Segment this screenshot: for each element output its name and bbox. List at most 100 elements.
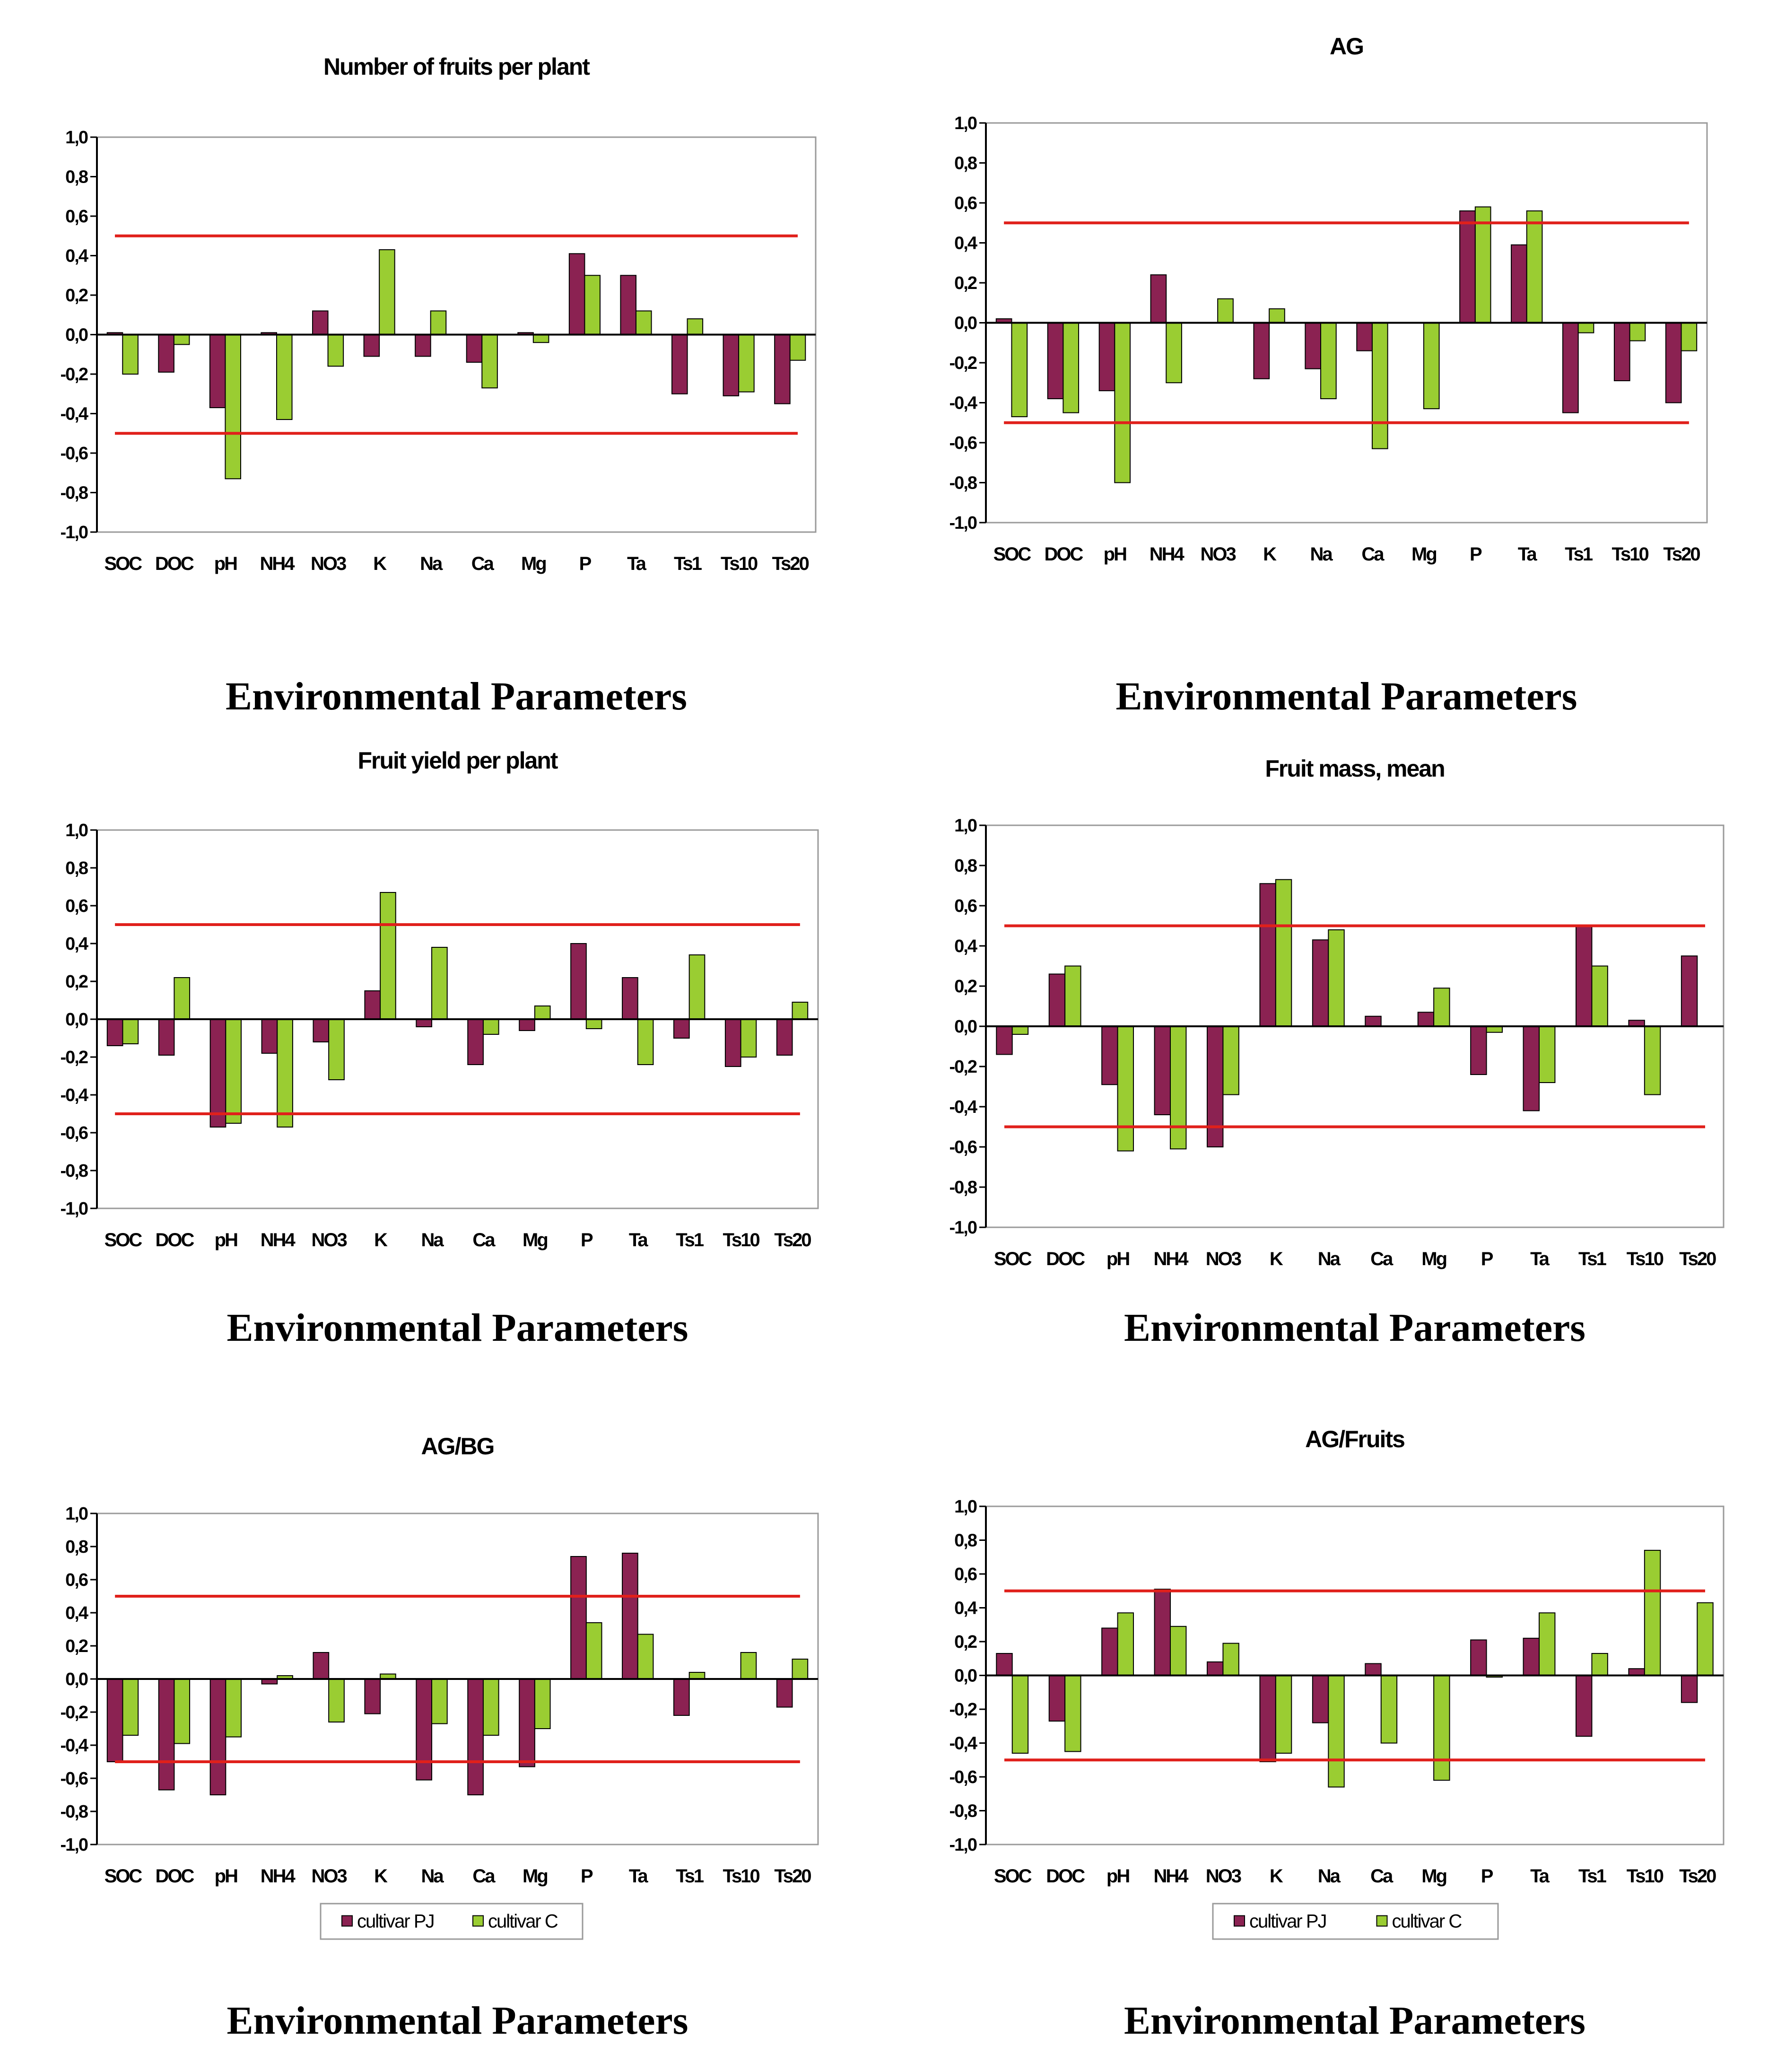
x-tick-label: Ts1 [674,553,702,574]
bar-pj-ts20 [776,1679,793,1708]
x-tick-label: Ts20 [1679,1866,1716,1887]
bar-c-k [379,249,395,335]
bar-c-soc [1011,1675,1029,1754]
bar-pj-nh4 [261,1019,278,1054]
bar-c-na [1320,322,1337,400]
bar-pj-ts10 [724,1019,741,1067]
bar-pj-ph [1098,322,1115,392]
x-tick-label: DOC [1044,544,1083,565]
x-axis-caption: Environmental Parameters [1124,1999,1585,2043]
bar-pj-nh4 [1150,274,1167,323]
bar-c-k [1269,308,1285,323]
bar-c-nh4 [1166,322,1182,384]
bar-c-ph [225,334,241,480]
bar-c-ph [1117,1612,1134,1676]
x-tick-label: NO3 [311,553,346,574]
bar-c-ca [1371,322,1388,449]
bar-pj-nh4 [1154,1026,1171,1115]
bar-pj-nh4 [1154,1589,1171,1676]
bar-c-ta [1539,1612,1556,1676]
bar-pj-p [1470,1026,1487,1075]
bar-pj-ts1 [1576,925,1593,1027]
y-tick-label: 0,4 [954,1599,977,1618]
bar-pj-na [1312,939,1329,1027]
x-tick-label: Mg [523,1866,547,1887]
x-tick-label: K [373,553,387,574]
y-tick-label: -0,8 [949,1801,977,1821]
bar-pj-ta [1523,1026,1540,1111]
y-tick-label: -0,4 [949,1097,977,1117]
bar-pj-no3 [1207,1661,1224,1676]
y-tick-label: 0,0 [65,325,88,345]
bar-pj-p [1470,1639,1487,1676]
x-tick-label: Ta [627,553,646,574]
x-tick-label: Mg [1411,544,1436,565]
x-tick-label: Ts1 [1565,544,1593,565]
legend-label-c: cultivar C [1392,1911,1462,1932]
y-tick-label: -0,2 [61,1048,88,1067]
bar-pj-ca [1365,1015,1382,1027]
bar-c-ta [636,310,652,335]
bar-pj-k [1259,1675,1276,1762]
y-tick-label: 0,6 [954,1565,977,1584]
bar-c-ts10 [740,1652,757,1679]
x-tick-label: Ts1 [676,1866,704,1887]
legend: cultivar PJ cultivar C [1212,1903,1499,1940]
y-tick-label: -0,4 [949,1734,977,1754]
y-tick-label: -0,6 [61,444,88,463]
y-tick-label: 0,4 [65,934,88,954]
bar-pj-no3 [313,1019,330,1042]
y-tick-label: 0,4 [65,246,88,266]
x-tick-label: Ta [1530,1249,1550,1269]
bar-c-doc [1063,322,1080,413]
x-tick-label: K [374,1866,388,1887]
y-tick-label: 0,4 [65,1603,88,1623]
x-tick-label: Na [1310,544,1333,565]
x-tick-label: Ca [1370,1866,1394,1887]
bar-pj-na [1312,1675,1329,1723]
bar-pj-ts1 [673,1679,690,1716]
y-tick-label: -0,2 [61,1703,88,1722]
x-tick-label: Ts20 [774,1866,811,1887]
bar-c-no3 [1217,298,1234,323]
chart-panel: AG 1,0 0,8 0,6 0,4 0,2 0,0 -0,2 -0,4 -0,6 -0,8 -1,0… [949,33,1708,718]
bar-c-na [1328,929,1345,1027]
bar-c-k [1275,879,1292,1027]
bar-c-soc [122,334,139,375]
x-tick-label: K [1270,1866,1283,1887]
legend-swatch-c [472,1915,484,1927]
y-tick-label: -1,0 [949,1835,977,1855]
y-tick-label: -0,6 [949,433,977,453]
bar-pj-ta [1511,244,1527,323]
bar-c-ca [482,1679,499,1736]
bar-pj-k [1253,322,1270,379]
y-tick-label: 0,2 [65,1636,88,1656]
x-tick-label: Ts1 [1578,1866,1607,1887]
bar-pj-doc [158,1019,175,1056]
bar-c-ts20 [792,1002,809,1020]
y-tick-label: -0,2 [949,353,977,373]
x-tick-label: P [1470,544,1482,565]
bar-c-no3 [1222,1643,1239,1676]
x-tick-label: Ta [1530,1866,1550,1887]
x-tick-label: Mg [1421,1866,1446,1887]
x-axis-caption: Environmental Parameters [227,1306,688,1350]
bar-c-ca [1380,1675,1398,1744]
x-tick-label: Mg [1421,1249,1446,1269]
y-tick-label: 1,0 [954,1497,977,1517]
chart-title: AG [1330,33,1363,60]
bar-pj-ta [622,1553,638,1679]
x-tick-label: Ts10 [1627,1866,1664,1887]
x-tick-label: Ta [629,1866,648,1887]
x-tick-label: pH [1104,544,1126,565]
bar-pj-doc [1048,973,1066,1027]
bar-c-ts20 [789,334,806,361]
x-tick-label: P [1481,1249,1493,1269]
y-tick-label: -1,0 [61,523,88,542]
bar-c-ta [1526,210,1543,323]
bar-pj-soc [996,1026,1013,1055]
bar-c-mg [1433,988,1450,1027]
bar-pj-k [363,334,380,357]
bar-pj-soc [996,1653,1013,1676]
x-tick-label: P [581,1866,593,1887]
